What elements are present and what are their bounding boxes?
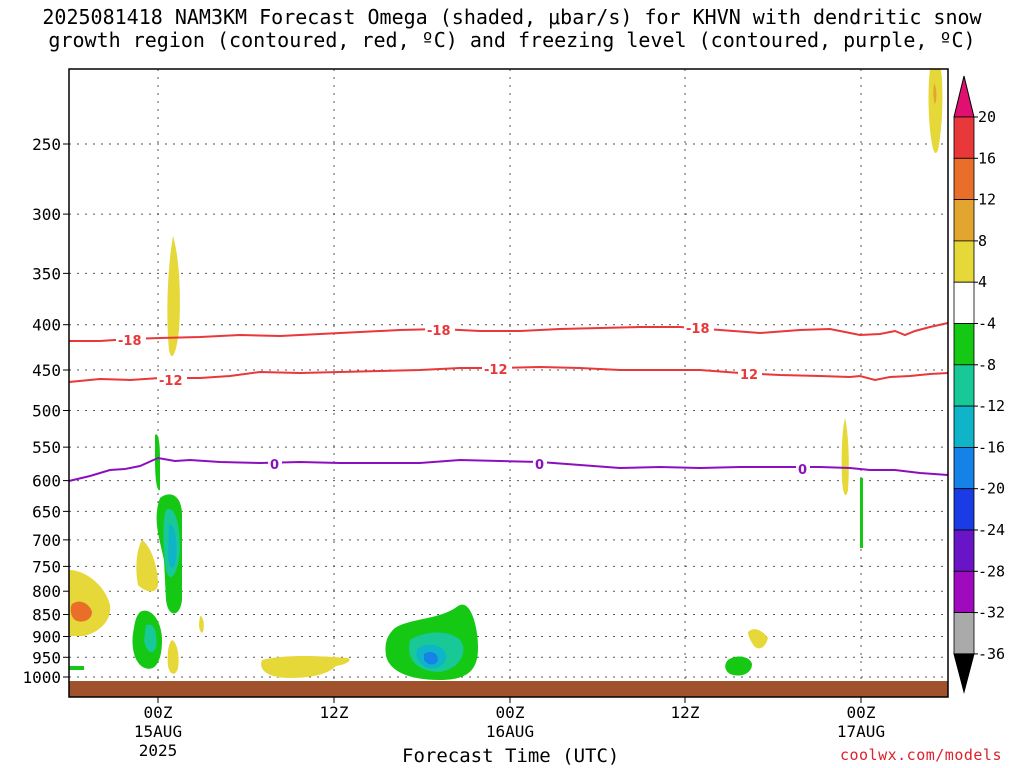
contour-minus18 [69,322,949,342]
colorbar-segment [953,612,975,655]
colorbar-label: 16 [978,149,996,167]
colorbar-segment [953,405,975,448]
colorbar-label: -32 [978,604,1005,622]
colorbar-segment [953,364,975,407]
omega-region-yellow-2 [167,236,180,357]
colorbar-segment [953,157,975,201]
y-tick-label: 750 [32,557,61,576]
y-tick-label: 900 [32,627,61,646]
y-tick-label: 450 [32,361,61,380]
ground-surface [69,681,948,697]
omega-region-cyan-1 [168,524,177,568]
colorbar-label: 4 [978,273,987,291]
omega-region-yellow-7 [748,629,768,649]
colorbar-segment [953,240,975,283]
x-tick-sublabel: 15AUG [134,722,182,741]
colorbar-bottom-arrow [953,653,975,694]
y-tick-label: 650 [32,502,61,521]
omega-region-green-2 [155,434,160,491]
colorbar-label: 20 [978,108,996,126]
colorbar-segment [953,199,975,242]
omega-region-yellow-6 [261,656,350,678]
temperature-contours [68,322,949,482]
colorbar-label: -28 [978,562,1005,580]
omega-region-green-7 [69,666,84,670]
colorbar-segment [953,116,975,159]
contour-freezing [68,456,949,482]
x-tick-sublabel: 16AUG [486,722,534,741]
contour-label-minus12-b: -12 [484,363,508,378]
x-axis-title: Forecast Time (UTC) [402,745,620,767]
colorbar-segment [953,281,975,324]
y-tick-label: 800 [32,582,61,601]
colorbar-label: -36 [978,645,1005,663]
contour-labels: -18 -18 -18 -12 -12 12 0 0 0 [116,320,810,478]
chart-title: 2025081418 NAM3KM Forecast Omega (shaded… [0,6,1024,52]
contour-label-minus18-b: -18 [427,324,451,339]
x-tick-label: 12Z [320,703,349,722]
x-tick-label: 00Z [144,703,173,722]
y-tick-label: 350 [32,264,61,283]
omega-region-yellow-5 [199,616,204,633]
omega-region-orange-9 [933,84,937,104]
title-line-2: growth region (contoured, red, ºC) and f… [48,28,976,52]
omega-region-blue-4 [424,652,438,665]
x-tick-sublabel: 2025 [139,741,178,760]
contour-label-minus12-c: 12 [740,368,758,383]
omega-shading [69,69,943,680]
y-tick-label: 600 [32,472,61,491]
colorbar-label: 12 [978,191,996,209]
y-tick-label: 550 [32,438,61,457]
y-tick-label: 700 [32,531,61,550]
colorbar-segment [953,488,975,531]
y-tick-label: 300 [32,205,61,224]
plot-area [69,69,948,697]
title-line-1: 2025081418 NAM3KM Forecast Omega (shaded… [42,5,982,29]
plot-frame [68,68,949,698]
x-tick-label: 00Z [496,703,525,722]
omega-region-yellow-3 [136,540,158,592]
contour-minus12 [68,365,949,383]
y-axis: 250 300 350 400 450 500 550 600 650 700 750 800 850 9… [22,135,69,687]
contour-label-zero-b: 0 [535,458,544,473]
colorbar-label: -16 [978,438,1005,456]
y-tick-label: 950 [32,648,61,667]
credit-text: coolwx.com/models [839,746,1002,764]
colorbar-label: 8 [978,232,987,250]
y-tick-label: 500 [32,402,61,421]
omega-region-green-6 [860,478,863,548]
colorbar-segment [953,446,975,490]
colorbar-label: -8 [978,356,996,374]
colorbar-label: -12 [978,397,1005,415]
y-tick-label: 400 [32,316,61,335]
x-tick-label: 12Z [671,703,700,722]
contour-label-minus12-a: -12 [159,374,183,389]
y-tick-label: 1000 [22,668,61,687]
x-tick-label: 00Z [847,703,876,722]
omega-region-yellow-8 [841,418,849,496]
omega-region-yellow-9 [928,69,943,154]
omega-region-teal-3 [144,624,157,653]
y-tick-label: 250 [32,135,61,154]
colorbar-top-arrow [953,75,975,118]
colorbar: 20 16 12 8 4 -4 -8 -12 -16 -20 -24 -28 -32 -36 [953,75,1005,694]
omega-region-yellow-4 [167,640,179,674]
y-tick-label: 850 [32,606,61,625]
colorbar-label: -20 [978,480,1005,498]
omega-region-green-5 [725,656,752,676]
x-tick-sublabel: 17AUG [837,722,885,741]
colorbar-segment [953,323,975,366]
colorbar-label: -24 [978,521,1005,539]
contour-label-zero-a: 0 [270,458,279,473]
colorbar-label: -4 [978,315,996,333]
colorbar-segment [953,570,975,613]
contour-label-minus18-c: -18 [686,322,710,337]
omega-region-orange-1 [70,601,92,622]
contour-label-zero-c: 0 [798,463,807,478]
contour-label-minus18-a: -18 [118,334,142,349]
colorbar-segment [953,529,975,572]
